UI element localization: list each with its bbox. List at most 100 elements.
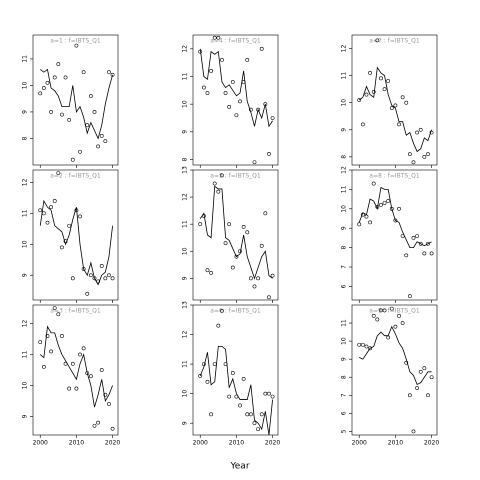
y-tick-label: 11 (22, 55, 29, 63)
y-tick-label: 7 (341, 265, 348, 269)
point (248, 276, 253, 281)
point (252, 284, 257, 289)
point (429, 375, 434, 380)
y-tick-label: 10 (341, 205, 348, 213)
y-tick-label: 9 (341, 357, 348, 361)
y-tick-label: 9 (22, 273, 29, 277)
point (209, 69, 213, 73)
point (201, 362, 206, 366)
point (389, 306, 394, 311)
point (88, 94, 93, 98)
y-tick-label: 9 (182, 276, 189, 280)
point (60, 334, 64, 338)
point (245, 57, 250, 62)
point (386, 199, 391, 203)
point (70, 361, 75, 366)
point (85, 371, 90, 375)
y-tick-label: 11 (182, 220, 189, 228)
point (49, 110, 53, 114)
point (45, 220, 50, 225)
point (368, 346, 372, 351)
y-tick-label: 12 (22, 320, 29, 328)
point (220, 173, 224, 178)
y-tick-label: 8 (341, 375, 348, 379)
point (88, 374, 93, 379)
point (67, 223, 72, 228)
x-axis-label: Year (229, 462, 249, 472)
point (99, 264, 104, 268)
fit-line (39, 68, 113, 140)
point (418, 241, 423, 246)
point (415, 130, 420, 135)
x-tick-label: 2000 (33, 440, 48, 447)
fit-line (358, 186, 432, 249)
y-tick-label: 11 (182, 72, 189, 80)
point (368, 71, 372, 75)
panel-frame (32, 34, 119, 166)
y-tick-label: 10 (341, 99, 348, 107)
panel-title: a=9 : f=IBTS_Q1 (369, 308, 420, 315)
point (379, 76, 383, 81)
point (107, 70, 111, 75)
panel-title: a=3 : f=IBTS_Q1 (50, 308, 101, 315)
point (263, 391, 268, 396)
panel-frame (351, 304, 438, 436)
point (238, 403, 242, 408)
y-tick-label: 12 (22, 178, 29, 186)
point (245, 412, 250, 417)
y-tick-label: 13 (182, 166, 189, 174)
point (110, 426, 115, 431)
point (52, 306, 57, 310)
point (415, 386, 420, 390)
point (389, 106, 394, 111)
y-tick-label: 10 (182, 247, 189, 255)
point (67, 117, 72, 122)
point (63, 75, 68, 80)
point (216, 35, 221, 40)
point (234, 394, 239, 399)
point (234, 113, 239, 118)
point (81, 267, 86, 271)
panel-frame (351, 34, 438, 166)
point (52, 199, 57, 203)
panel-title: a=7 : f=IBTS_Q1 (369, 38, 420, 45)
panel-frame (192, 169, 279, 301)
point (248, 412, 253, 417)
fit-line (199, 185, 273, 280)
point (263, 102, 268, 107)
point (386, 79, 391, 83)
y-tick-label: 9 (341, 226, 348, 230)
point (70, 276, 75, 281)
point (386, 335, 391, 340)
point (230, 371, 235, 375)
point (415, 234, 420, 238)
point (393, 103, 398, 108)
fit-line (199, 345, 273, 436)
point (375, 38, 380, 43)
panel-title: a=8 : f=IBTS_Q1 (369, 173, 420, 180)
point (45, 80, 50, 85)
y-tick-label: 11 (341, 319, 348, 327)
point (107, 273, 111, 278)
fit-line (199, 48, 273, 128)
point (357, 98, 362, 102)
point (389, 206, 394, 211)
point (400, 95, 405, 100)
point (364, 344, 369, 349)
point (92, 110, 97, 114)
point (96, 279, 101, 284)
point (201, 85, 206, 90)
y-tick-label: 11 (22, 209, 29, 217)
point (382, 201, 387, 205)
point (45, 334, 50, 338)
point (371, 181, 376, 186)
point (375, 204, 380, 209)
point (252, 421, 257, 426)
point (368, 220, 372, 225)
point (360, 122, 365, 127)
y-tick-label: 5 (341, 429, 348, 433)
point (230, 80, 235, 84)
point (426, 241, 430, 246)
point (270, 394, 275, 399)
point (256, 107, 261, 112)
